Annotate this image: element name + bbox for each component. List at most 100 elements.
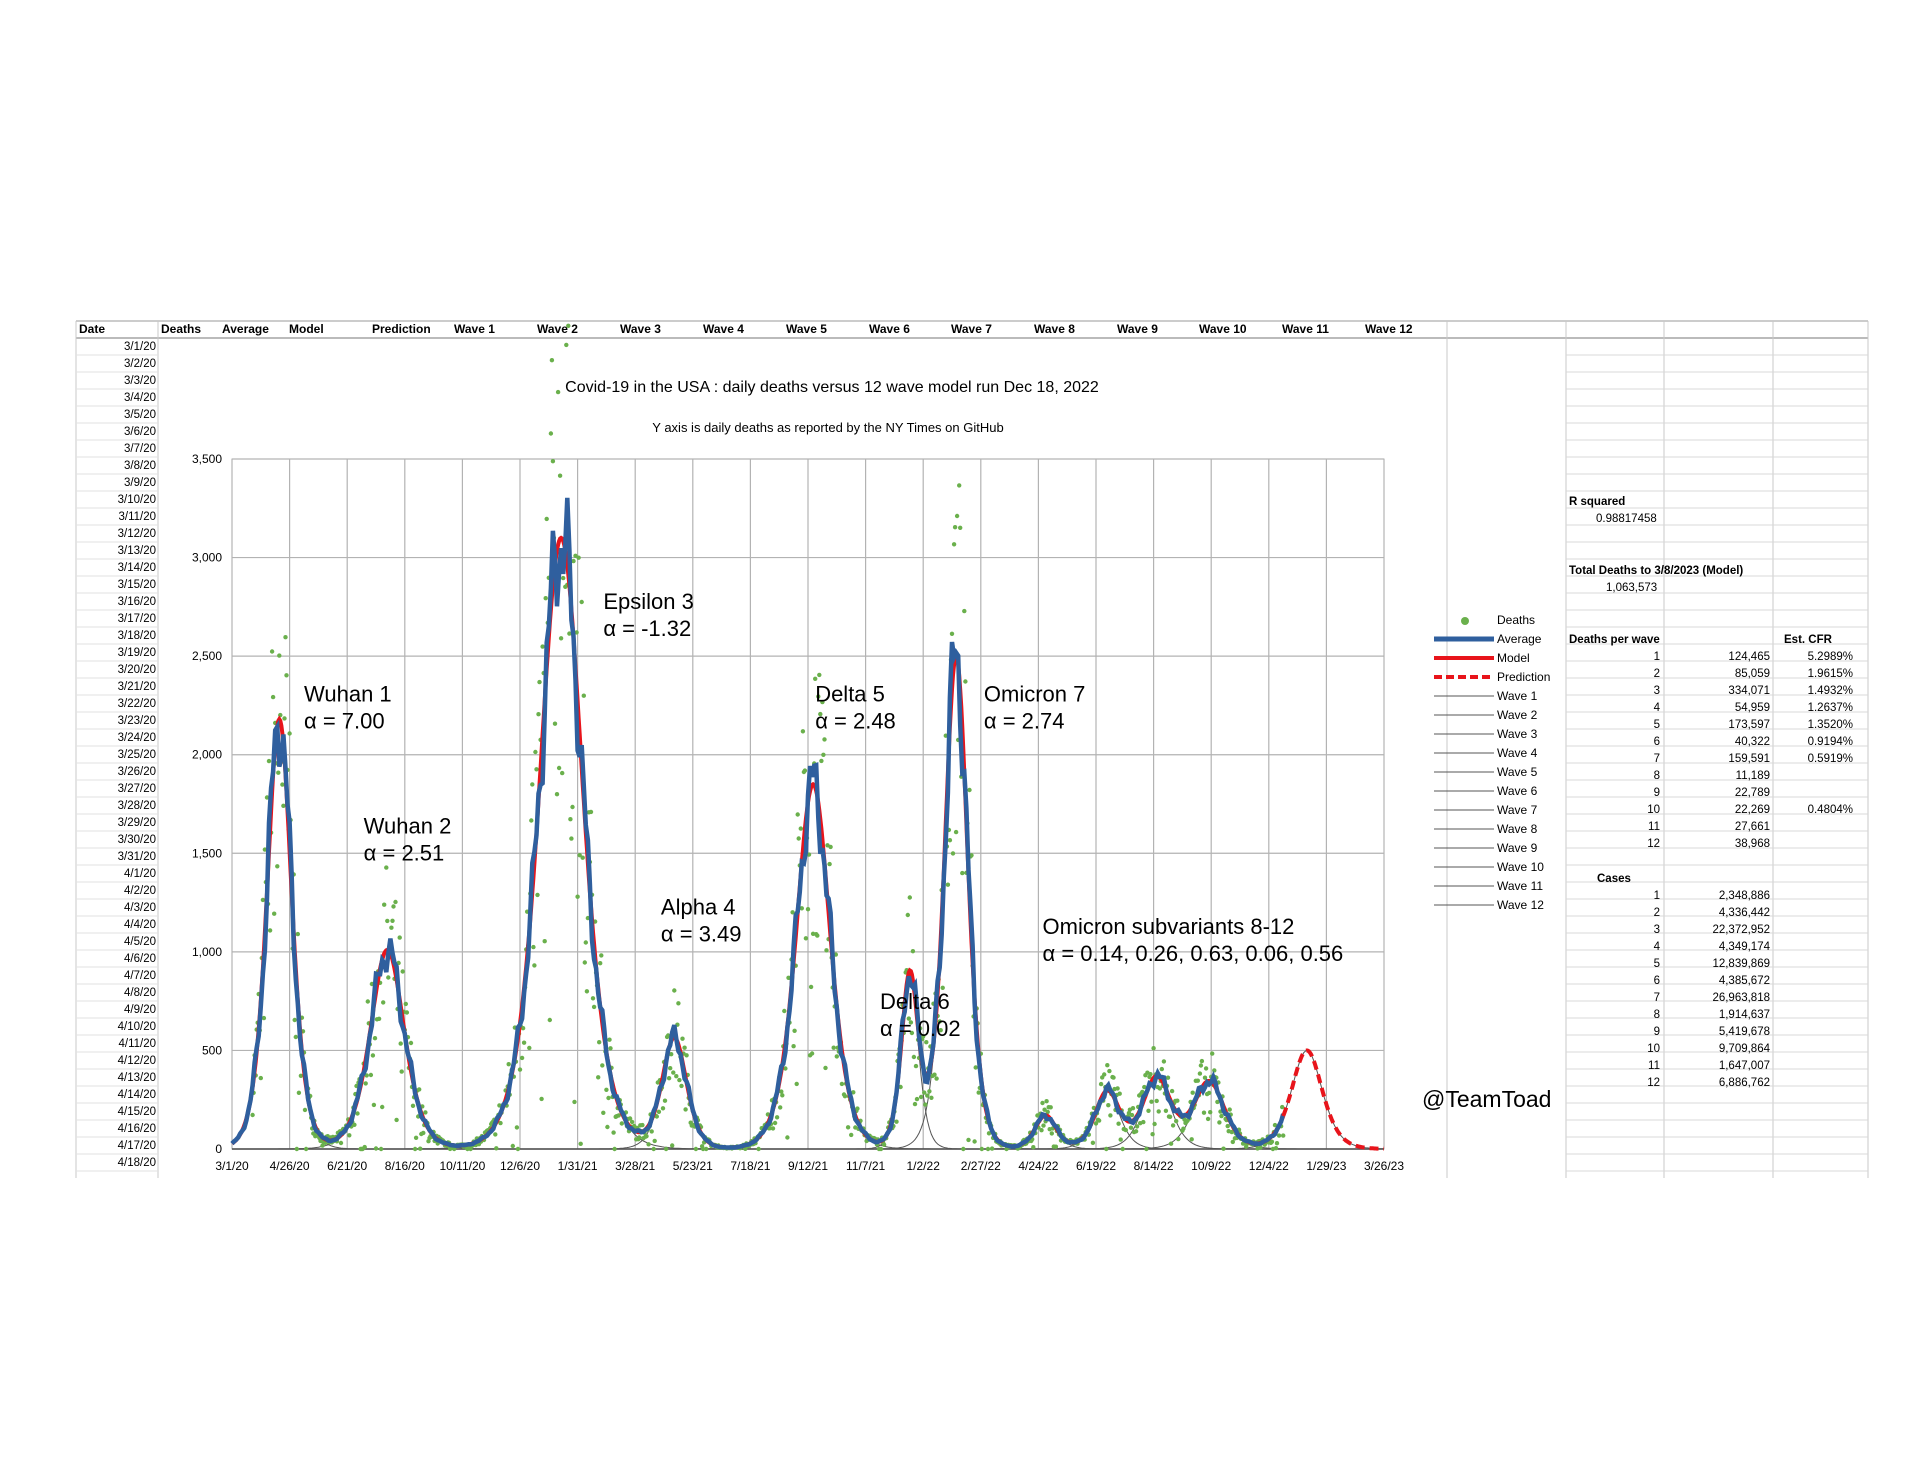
- case-wave-number: 4: [1653, 941, 1660, 953]
- cfr-label: Est. CFR: [1784, 634, 1832, 646]
- death-point: [908, 1020, 914, 1025]
- death-point: [338, 1140, 344, 1146]
- y-tick-label: 0: [215, 1142, 222, 1156]
- death-point: [1167, 1114, 1173, 1120]
- death-point: [815, 933, 820, 938]
- death-point: [1281, 1133, 1286, 1138]
- death-point: [536, 712, 541, 717]
- death-point: [961, 1146, 966, 1152]
- legend-label: Wave 8: [1497, 822, 1538, 836]
- death-point: [1197, 1071, 1203, 1076]
- death-point: [570, 804, 575, 810]
- wave-number: 1: [1653, 651, 1660, 663]
- death-point: [1258, 1145, 1263, 1150]
- death-point: [1115, 1086, 1120, 1091]
- death-point: [421, 1130, 426, 1136]
- header-wave-12: Wave 12: [1365, 322, 1413, 336]
- death-point: [1106, 1103, 1111, 1108]
- date-cell: 4/16/20: [117, 1123, 156, 1135]
- annotation-alpha: α = -1.32: [603, 616, 691, 641]
- death-point: [794, 1081, 799, 1087]
- legend-label: Deaths: [1497, 613, 1535, 627]
- death-point: [281, 803, 286, 808]
- date-cell: 3/17/20: [117, 613, 156, 625]
- death-point: [514, 1125, 520, 1130]
- death-point: [945, 882, 951, 887]
- legend-label: Wave 3: [1497, 727, 1538, 741]
- death-point: [1129, 1112, 1135, 1118]
- date-cell: 4/7/20: [124, 970, 156, 982]
- death-point: [1230, 1139, 1236, 1145]
- death-point: [534, 767, 539, 772]
- legend-label: Wave 9: [1497, 841, 1538, 855]
- date-cell: 3/12/20: [117, 528, 156, 540]
- death-point: [800, 729, 806, 734]
- death-point: [283, 635, 288, 640]
- death-point: [372, 1036, 378, 1041]
- wave-deaths: 85,059: [1734, 668, 1770, 680]
- case-wave-number: 7: [1653, 992, 1660, 1004]
- x-axis: 3/1/20 4/26/20 6/21/20 8/16/20 10/11/20 12/6/…: [215, 1159, 1404, 1173]
- wave-cases: 4,336,442: [1718, 907, 1770, 919]
- death-point: [550, 459, 556, 464]
- death-point: [906, 1016, 911, 1021]
- date-cell: 3/28/20: [117, 800, 156, 812]
- header-wave-8: Wave 8: [1034, 322, 1075, 336]
- death-point: [556, 765, 562, 771]
- death-point: [795, 812, 800, 817]
- death-point: [986, 1131, 992, 1136]
- date-cell: 3/23/20: [117, 715, 156, 727]
- case-wave-number: 10: [1647, 1043, 1660, 1055]
- header-wave-9: Wave 9: [1117, 322, 1158, 336]
- death-point: [1151, 1046, 1156, 1051]
- date-cell: 4/1/20: [124, 868, 156, 880]
- death-point: [1161, 1059, 1167, 1064]
- case-wave-number: 2: [1653, 907, 1660, 919]
- annotation-alpha: α = 0.14, 0.26, 0.63, 0.06, 0.56: [1043, 941, 1344, 966]
- death-point: [671, 1070, 676, 1075]
- annotation-title: Alpha 4: [661, 894, 736, 919]
- date-cell: 3/25/20: [117, 749, 156, 761]
- death-point: [791, 1044, 796, 1049]
- legend-label: Wave 6: [1497, 784, 1538, 798]
- death-point: [1156, 1109, 1161, 1114]
- date-cell: 3/10/20: [117, 494, 156, 506]
- y-tick-label: 2,000: [192, 748, 222, 762]
- death-point: [261, 1015, 267, 1021]
- legend-label: Wave 5: [1497, 765, 1538, 779]
- death-point: [577, 853, 582, 858]
- wave-number: 9: [1653, 787, 1660, 799]
- death-point: [834, 1054, 839, 1059]
- death-point: [1104, 1146, 1109, 1152]
- death-point: [1126, 1110, 1132, 1116]
- death-point: [302, 1107, 308, 1113]
- average-line: [230, 497, 1286, 1150]
- death-point: [606, 1095, 611, 1101]
- death-point: [378, 1146, 384, 1152]
- wave-number: 12: [1647, 838, 1660, 850]
- death-point: [1048, 1105, 1053, 1110]
- date-cell: 3/14/20: [117, 562, 156, 574]
- wave-cases: 26,963,818: [1712, 992, 1770, 1004]
- death-point: [537, 679, 542, 685]
- death-point: [842, 1094, 848, 1099]
- wave-deaths: 124,465: [1728, 651, 1770, 663]
- death-point: [1123, 1127, 1129, 1133]
- death-point: [418, 1146, 423, 1151]
- death-point: [1169, 1088, 1175, 1094]
- death-point: [1096, 1118, 1102, 1123]
- death-point: [1090, 1140, 1096, 1146]
- death-point: [676, 1001, 681, 1006]
- date-cell: 3/15/20: [117, 579, 156, 591]
- death-point: [905, 912, 910, 918]
- wave-deaths: 40,322: [1734, 736, 1770, 748]
- death-point: [519, 1055, 525, 1061]
- x-tick-label: 10/9/22: [1191, 1159, 1231, 1173]
- y-tick-label: 3,000: [192, 551, 222, 565]
- death-point: [957, 483, 962, 488]
- x-tick-label: 1/31/21: [558, 1159, 598, 1173]
- header-wave-4: Wave 4: [703, 322, 744, 336]
- death-point: [798, 826, 803, 831]
- death-point: [1206, 1090, 1212, 1096]
